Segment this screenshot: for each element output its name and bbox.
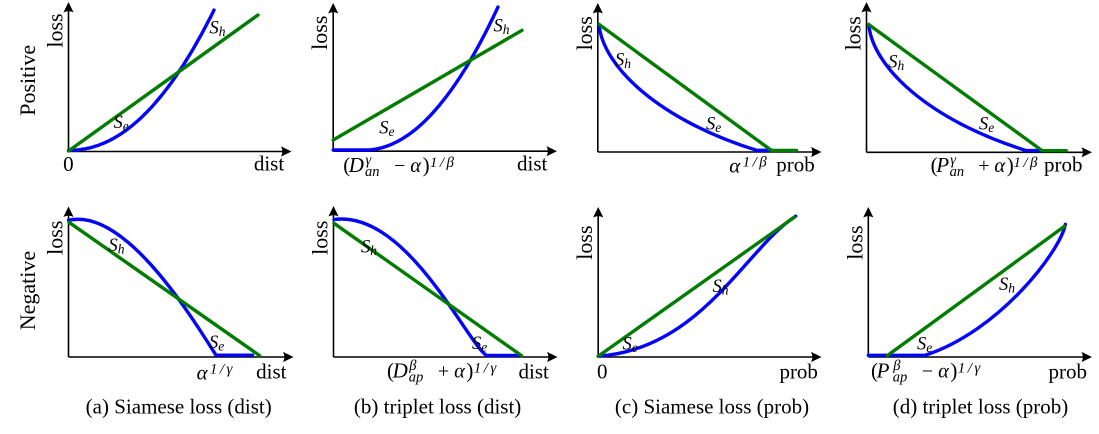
svg-text:prob: prob: [1049, 360, 1088, 384]
svg-text:): ): [950, 359, 957, 383]
svg-text:dist: dist: [517, 152, 548, 176]
svg-text:+: +: [978, 155, 989, 177]
svg-text:α: α: [729, 154, 741, 178]
svg-text:Se: Se: [114, 113, 129, 134]
svg-text:β: β: [892, 358, 901, 374]
svg-text:Se: Se: [706, 115, 721, 136]
svg-text:): ): [466, 359, 473, 383]
svg-text:Negative: Negative: [15, 251, 40, 330]
svg-text:α: α: [994, 155, 1006, 177]
svg-text:(: (: [931, 153, 938, 177]
svg-text:γ: γ: [950, 153, 957, 169]
svg-text:): ): [423, 153, 430, 177]
svg-text:1/β: 1/β: [430, 155, 457, 171]
svg-text:Sh: Sh: [888, 53, 904, 74]
svg-text:): ): [1007, 153, 1014, 177]
svg-text:(: (: [343, 153, 350, 177]
svg-text:dist: dist: [519, 359, 550, 383]
svg-text:loss: loss: [43, 221, 68, 255]
svg-text:P: P: [935, 153, 949, 177]
svg-text:loss: loss: [43, 13, 68, 47]
svg-text:P: P: [876, 359, 890, 383]
svg-text:1/γ: 1/γ: [210, 361, 235, 377]
svg-text:ap: ap: [409, 370, 424, 386]
svg-text:0: 0: [63, 152, 74, 176]
svg-text:Se: Se: [917, 335, 932, 356]
svg-text:(d) triplet loss (prob): (d) triplet loss (prob): [893, 395, 1069, 419]
svg-text:prob: prob: [1044, 153, 1083, 177]
svg-text:loss: loss: [572, 16, 597, 50]
svg-text:γ: γ: [366, 153, 373, 169]
svg-text:loss: loss: [307, 16, 332, 50]
svg-text:−: −: [394, 155, 405, 177]
svg-text:an: an: [365, 164, 380, 180]
svg-text:Positive: Positive: [15, 45, 40, 116]
svg-text:−: −: [922, 361, 933, 383]
svg-text:Sh: Sh: [494, 17, 510, 38]
svg-text:Sh: Sh: [210, 19, 226, 40]
svg-text:D: D: [392, 359, 408, 383]
svg-text:α: α: [410, 155, 422, 177]
svg-text:Se: Se: [979, 115, 994, 136]
svg-text:α: α: [454, 361, 466, 383]
svg-text:loss: loss: [841, 16, 866, 50]
svg-text:Sh: Sh: [999, 275, 1015, 296]
svg-text:an: an: [950, 164, 965, 180]
svg-text:(c) Siamese loss (prob): (c) Siamese loss (prob): [615, 395, 809, 419]
svg-text:Se: Se: [209, 333, 224, 354]
svg-text:(: (: [871, 359, 878, 383]
svg-text:1/γ: 1/γ: [958, 360, 983, 376]
svg-text:(: (: [387, 359, 394, 383]
svg-text:ap: ap: [893, 370, 908, 386]
svg-text:Se: Se: [472, 334, 487, 355]
svg-text:(a) Siamese loss (dist): (a) Siamese loss (dist): [86, 395, 272, 419]
svg-text:Se: Se: [623, 335, 638, 356]
svg-text:loss: loss: [308, 221, 333, 255]
svg-text:1/γ: 1/γ: [474, 360, 499, 376]
svg-text:loss: loss: [572, 225, 597, 259]
svg-text:prob: prob: [776, 153, 815, 177]
svg-text:α: α: [938, 361, 950, 383]
svg-text:Sh: Sh: [361, 238, 377, 259]
svg-text:Sh: Sh: [615, 51, 631, 72]
svg-text:Se: Se: [379, 119, 394, 140]
svg-text:Sh: Sh: [109, 236, 125, 257]
svg-text:+: +: [438, 361, 449, 383]
svg-text:loss: loss: [842, 225, 867, 259]
svg-text:1/β: 1/β: [743, 155, 770, 171]
svg-text:0: 0: [597, 360, 608, 384]
svg-text:1/β: 1/β: [1013, 155, 1040, 171]
svg-text:Sh: Sh: [713, 277, 729, 298]
svg-text:dist: dist: [254, 151, 285, 175]
svg-text:α: α: [197, 360, 209, 384]
svg-text:(b) triplet loss (dist): (b) triplet loss (dist): [354, 395, 521, 419]
svg-text:dist: dist: [256, 359, 287, 383]
svg-text:β: β: [408, 358, 417, 374]
svg-text:D: D: [348, 153, 364, 177]
svg-text:prob: prob: [779, 360, 818, 384]
